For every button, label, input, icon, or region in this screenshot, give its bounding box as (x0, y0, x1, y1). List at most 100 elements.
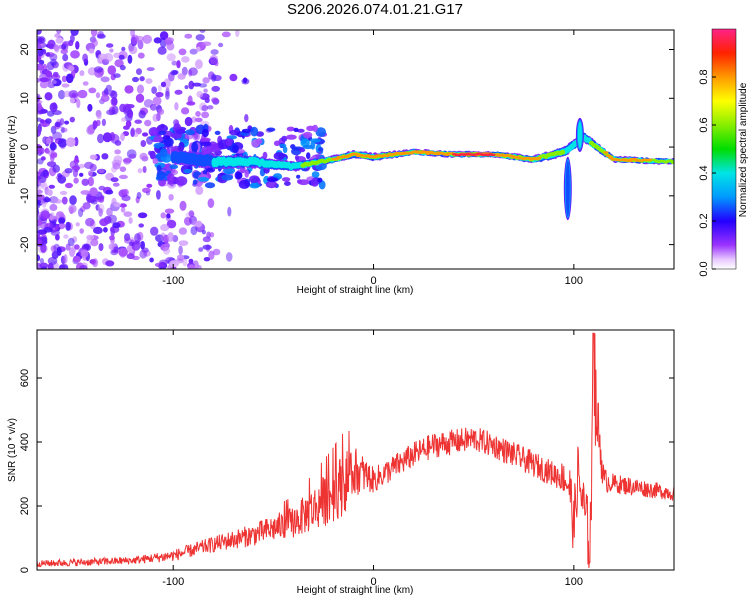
spectrogram-transition-blob (238, 179, 250, 189)
spectrogram-noise-blob (76, 98, 81, 109)
spectrogram-noise-blob (39, 59, 45, 66)
spectrogram-noise-blob (182, 258, 188, 267)
spectrogram-noise-blob (60, 126, 65, 134)
spectrogram-noise-blob (61, 75, 67, 83)
spectrogram-noise-blob (160, 224, 170, 232)
spectrogram-noise-blob (91, 38, 98, 48)
spectrogram-noise-blob (113, 155, 123, 164)
spectrogram-noise-blob (159, 259, 169, 265)
spectrogram-noise-blob (227, 206, 232, 217)
spectrogram-noise-blob (146, 183, 153, 188)
spectrogram-noise-blob (39, 77, 50, 83)
spectrogram-noise-blob (97, 133, 104, 144)
spectrogram-noise-blob (179, 200, 187, 211)
spectrogram-noise-blob (164, 208, 175, 214)
spectrogram-noise-blob (208, 250, 215, 260)
spectrogram-noise-blob (67, 237, 75, 247)
spectrogram-noise-blob (194, 117, 203, 123)
spectrogram-transition-blob (294, 155, 300, 161)
spectrogram-transition-blob (221, 174, 233, 181)
spectrogram-noise-blob (45, 149, 50, 154)
spectrogram-noise-blob (72, 255, 81, 263)
spectrogram-x-tick-label: -100 (162, 275, 184, 287)
spectrogram-noise-blob (87, 103, 93, 112)
spectrogram-noise-blob (68, 90, 79, 99)
spectrogram-noise-blob (174, 102, 179, 111)
spectrogram-noise-blob (201, 229, 206, 235)
spectrogram-noise-blob (37, 43, 42, 50)
spectrogram-noise-blob (170, 69, 178, 76)
spectrogram-ridge-cell (425, 152, 431, 155)
spectrogram-noise-blob (137, 168, 143, 174)
spectrogram-transition-blob (200, 137, 211, 142)
spectrogram-transition-blob (169, 164, 179, 169)
spectrogram-noise-blob (162, 246, 171, 255)
spectrogram-noise-blob (37, 30, 42, 35)
snr-frame (36, 329, 675, 571)
spectrogram-noise-blob (221, 31, 231, 38)
spectrogram-noise-blob (203, 88, 208, 93)
spectrogram-noise-blob (190, 226, 198, 236)
spectrogram-noise-blob (153, 37, 162, 44)
spectrogram-noise-blob (37, 219, 43, 226)
spectrogram-transition-blob (209, 143, 221, 153)
spectrogram-noise-blob (105, 260, 115, 267)
spectrogram-noise-blob (37, 63, 45, 71)
colorbar: 0.0 0.2 0.4 0.6 0.8 Normalized spectral ampl… (698, 28, 749, 277)
spectrogram-noise-blob (165, 90, 170, 100)
spectrogram-noise-blob (64, 120, 70, 125)
spectrogram-noise-blob (202, 244, 212, 250)
spectrogram-noise-blob (37, 254, 41, 262)
spectrogram-noise-blob (137, 52, 145, 59)
spectrogram-noise-blob (37, 129, 41, 137)
spectrogram-noise-blob (93, 226, 103, 234)
spectrogram-noise-blob (96, 114, 102, 120)
spectrogram-noise-blob (90, 258, 97, 266)
spectrogram-noise-blob (132, 76, 139, 83)
spectrogram-noise-blob (58, 264, 69, 269)
spectrogram-noise-blob (45, 52, 51, 57)
spectrogram-noise-blob (118, 174, 128, 180)
spectrogram-y-tick-label: -20 (19, 237, 31, 253)
spectrogram-noise-blob (218, 42, 224, 48)
spectrogram-noise-blob (100, 94, 110, 102)
spectrogram-noise-blob (130, 34, 140, 45)
spectrogram-noise-blob (164, 37, 173, 46)
spectrogram-noise-blob (212, 248, 221, 256)
spectrogram-noise-blob (196, 46, 201, 52)
spectrogram-noise-blob (184, 116, 193, 127)
spectrogram-noise-blob (103, 227, 108, 233)
spectrogram-noise-blob (178, 48, 187, 56)
spectrogram-noise-blob (106, 207, 113, 217)
colorbar-ticks: 0.0 0.2 0.4 0.6 0.8 (698, 28, 737, 277)
spectrogram-noise-blob (114, 149, 121, 155)
spectrogram-transition-blob (197, 177, 210, 182)
spectrogram-ridge-cell (490, 153, 496, 157)
spectrogram-streak (565, 160, 570, 217)
spectrogram-noise-blob (87, 176, 94, 187)
spectrogram-transition-blob (306, 152, 311, 160)
spectrogram-transition-blob (204, 182, 216, 189)
spectrogram-noise-blob (109, 235, 115, 241)
spectrogram-noise-blob (196, 90, 204, 98)
spectrogram-noise-blob (110, 226, 115, 237)
spectrogram-transition-blob (153, 135, 164, 143)
spectrogram-noise-blob (113, 73, 121, 78)
spectrogram-noise-blob (149, 257, 154, 263)
spectrogram-noise-blob (125, 104, 135, 109)
spectrogram-noise-blob (138, 223, 144, 228)
spectrogram-transition-blob (183, 169, 193, 174)
spectrogram-noise-blob (119, 64, 126, 71)
spectrogram-noise-blob (181, 107, 190, 115)
spectrogram-noise-blob (45, 70, 53, 78)
spectrogram-noise-blob (50, 141, 56, 151)
spectrogram-noise-blob (201, 41, 212, 47)
spectrogram-x-tick-label: 0 (370, 275, 376, 287)
spectrogram-noise-blob (157, 46, 167, 55)
spectrogram-transition-blob (318, 180, 326, 190)
spectrogram-noise-blob (49, 203, 58, 212)
spectrogram-transition-blob (318, 147, 324, 152)
spectrogram-noise-blob (37, 102, 42, 111)
spectrogram-noise-blob (142, 166, 147, 173)
